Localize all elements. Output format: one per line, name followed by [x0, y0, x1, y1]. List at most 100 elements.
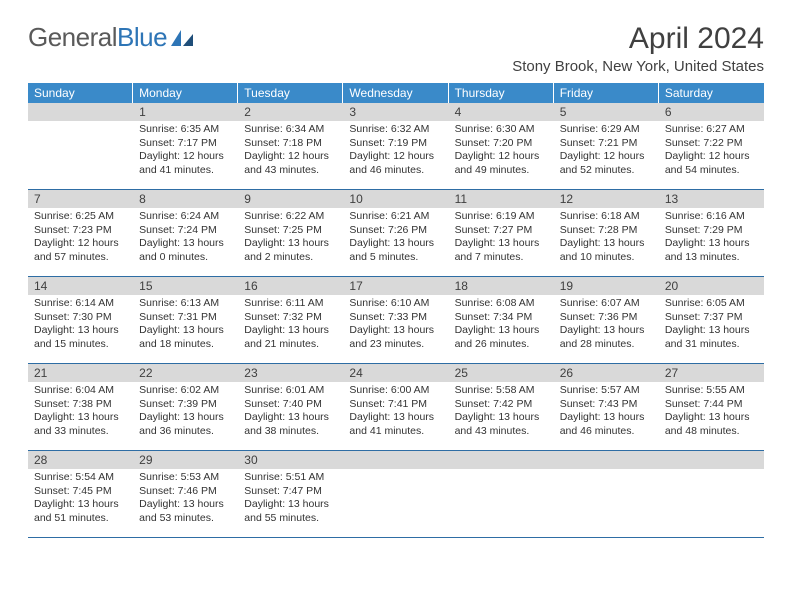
daylight-text: Daylight: 12 hours and 43 minutes.: [244, 150, 337, 177]
sunset-text: Sunset: 7:25 PM: [244, 224, 337, 237]
daylight-text: Daylight: 13 hours and 36 minutes.: [139, 411, 232, 438]
week-row: 7Sunrise: 6:25 AMSunset: 7:23 PMDaylight…: [28, 190, 764, 277]
daylight-text: Daylight: 12 hours and 49 minutes.: [455, 150, 548, 177]
sunrise-text: Sunrise: 6:14 AM: [34, 297, 127, 310]
logo-word-2: Blue: [117, 22, 167, 52]
day-number: [343, 451, 448, 469]
sunrise-text: Sunrise: 5:58 AM: [455, 384, 548, 397]
weekday-header: Sunday: [28, 83, 133, 103]
weekday-header: Tuesday: [238, 83, 343, 103]
day-details: Sunrise: 5:54 AMSunset: 7:45 PMDaylight:…: [28, 469, 133, 529]
daylight-text: Daylight: 13 hours and 7 minutes.: [455, 237, 548, 264]
day-details: [659, 469, 764, 475]
day-number: 2: [238, 103, 343, 121]
sunset-text: Sunset: 7:42 PM: [455, 398, 548, 411]
day-number: 9: [238, 190, 343, 208]
daylight-text: Daylight: 13 hours and 31 minutes.: [665, 324, 758, 351]
sunset-text: Sunset: 7:34 PM: [455, 311, 548, 324]
sunrise-text: Sunrise: 6:27 AM: [665, 123, 758, 136]
sunset-text: Sunset: 7:18 PM: [244, 137, 337, 150]
day-cell: 6Sunrise: 6:27 AMSunset: 7:22 PMDaylight…: [659, 103, 764, 189]
logo-sail-icon: [169, 28, 195, 48]
day-number: 17: [343, 277, 448, 295]
day-cell: 2Sunrise: 6:34 AMSunset: 7:18 PMDaylight…: [238, 103, 343, 189]
sunset-text: Sunset: 7:38 PM: [34, 398, 127, 411]
daylight-text: Daylight: 12 hours and 57 minutes.: [34, 237, 127, 264]
day-cell: 20Sunrise: 6:05 AMSunset: 7:37 PMDayligh…: [659, 277, 764, 363]
sunrise-text: Sunrise: 6:07 AM: [560, 297, 653, 310]
day-number: [554, 451, 659, 469]
day-cell: 22Sunrise: 6:02 AMSunset: 7:39 PMDayligh…: [133, 364, 238, 450]
day-details: Sunrise: 6:13 AMSunset: 7:31 PMDaylight:…: [133, 295, 238, 355]
daylight-text: Daylight: 12 hours and 52 minutes.: [560, 150, 653, 177]
sunset-text: Sunset: 7:44 PM: [665, 398, 758, 411]
sunrise-text: Sunrise: 6:08 AM: [455, 297, 548, 310]
sunrise-text: Sunrise: 6:18 AM: [560, 210, 653, 223]
daylight-text: Daylight: 13 hours and 38 minutes.: [244, 411, 337, 438]
day-cell: 30Sunrise: 5:51 AMSunset: 7:47 PMDayligh…: [238, 451, 343, 537]
day-details: Sunrise: 6:04 AMSunset: 7:38 PMDaylight:…: [28, 382, 133, 442]
sunset-text: Sunset: 7:24 PM: [139, 224, 232, 237]
title-block: April 2024 Stony Brook, New York, United…: [512, 22, 764, 75]
sunrise-text: Sunrise: 5:57 AM: [560, 384, 653, 397]
day-number: 25: [449, 364, 554, 382]
sunset-text: Sunset: 7:26 PM: [349, 224, 442, 237]
sunrise-text: Sunrise: 6:13 AM: [139, 297, 232, 310]
sunrise-text: Sunrise: 6:10 AM: [349, 297, 442, 310]
sunset-text: Sunset: 7:19 PM: [349, 137, 442, 150]
week-row: 14Sunrise: 6:14 AMSunset: 7:30 PMDayligh…: [28, 277, 764, 364]
day-details: Sunrise: 5:51 AMSunset: 7:47 PMDaylight:…: [238, 469, 343, 529]
day-cell: 3Sunrise: 6:32 AMSunset: 7:19 PMDaylight…: [343, 103, 448, 189]
sunset-text: Sunset: 7:33 PM: [349, 311, 442, 324]
day-cell: 10Sunrise: 6:21 AMSunset: 7:26 PMDayligh…: [343, 190, 448, 276]
sunset-text: Sunset: 7:37 PM: [665, 311, 758, 324]
day-number: 14: [28, 277, 133, 295]
day-details: Sunrise: 6:21 AMSunset: 7:26 PMDaylight:…: [343, 208, 448, 268]
logo-text: GeneralBlue: [28, 22, 167, 53]
day-number: [449, 451, 554, 469]
sunset-text: Sunset: 7:21 PM: [560, 137, 653, 150]
calendar-page: GeneralBlue April 2024 Stony Brook, New …: [0, 0, 792, 538]
day-number: 5: [554, 103, 659, 121]
day-number: 15: [133, 277, 238, 295]
daylight-text: Daylight: 13 hours and 41 minutes.: [349, 411, 442, 438]
day-details: Sunrise: 6:18 AMSunset: 7:28 PMDaylight:…: [554, 208, 659, 268]
sunrise-text: Sunrise: 6:22 AM: [244, 210, 337, 223]
week-row: 28Sunrise: 5:54 AMSunset: 7:45 PMDayligh…: [28, 451, 764, 538]
day-cell: [554, 451, 659, 537]
day-cell: 8Sunrise: 6:24 AMSunset: 7:24 PMDaylight…: [133, 190, 238, 276]
sunset-text: Sunset: 7:17 PM: [139, 137, 232, 150]
daylight-text: Daylight: 13 hours and 2 minutes.: [244, 237, 337, 264]
day-details: Sunrise: 5:53 AMSunset: 7:46 PMDaylight:…: [133, 469, 238, 529]
daylight-text: Daylight: 13 hours and 10 minutes.: [560, 237, 653, 264]
sunrise-text: Sunrise: 6:21 AM: [349, 210, 442, 223]
sunrise-text: Sunrise: 5:51 AM: [244, 471, 337, 484]
sunset-text: Sunset: 7:22 PM: [665, 137, 758, 150]
day-details: Sunrise: 6:32 AMSunset: 7:19 PMDaylight:…: [343, 121, 448, 181]
day-cell: 7Sunrise: 6:25 AMSunset: 7:23 PMDaylight…: [28, 190, 133, 276]
day-cell: 23Sunrise: 6:01 AMSunset: 7:40 PMDayligh…: [238, 364, 343, 450]
day-details: Sunrise: 6:19 AMSunset: 7:27 PMDaylight:…: [449, 208, 554, 268]
sunset-text: Sunset: 7:41 PM: [349, 398, 442, 411]
day-details: Sunrise: 6:07 AMSunset: 7:36 PMDaylight:…: [554, 295, 659, 355]
daylight-text: Daylight: 13 hours and 43 minutes.: [455, 411, 548, 438]
day-cell: 12Sunrise: 6:18 AMSunset: 7:28 PMDayligh…: [554, 190, 659, 276]
day-cell: 5 Sunrise: 6:29 AMSunset: 7:21 PMDaylight…: [554, 103, 659, 189]
sunset-text: Sunset: 7:36 PM: [560, 311, 653, 324]
sunrise-text: Sunrise: 6:29 AM: [560, 123, 653, 136]
daylight-text: Daylight: 12 hours and 41 minutes.: [139, 150, 232, 177]
day-number: 16: [238, 277, 343, 295]
day-number: 23: [238, 364, 343, 382]
weekday-header: Friday: [554, 83, 659, 103]
day-cell: 1Sunrise: 6:35 AMSunset: 7:17 PMDaylight…: [133, 103, 238, 189]
sunset-text: Sunset: 7:28 PM: [560, 224, 653, 237]
sunrise-text: Sunrise: 6:30 AM: [455, 123, 548, 136]
day-number: 20: [659, 277, 764, 295]
sunrise-text: Sunrise: 6:25 AM: [34, 210, 127, 223]
day-cell: 26Sunrise: 5:57 AMSunset: 7:43 PMDayligh…: [554, 364, 659, 450]
sunset-text: Sunset: 7:23 PM: [34, 224, 127, 237]
day-number: 6: [659, 103, 764, 121]
sunset-text: Sunset: 7:32 PM: [244, 311, 337, 324]
day-details: Sunrise: 6:11 AMSunset: 7:32 PMDaylight:…: [238, 295, 343, 355]
daylight-text: Daylight: 13 hours and 13 minutes.: [665, 237, 758, 264]
